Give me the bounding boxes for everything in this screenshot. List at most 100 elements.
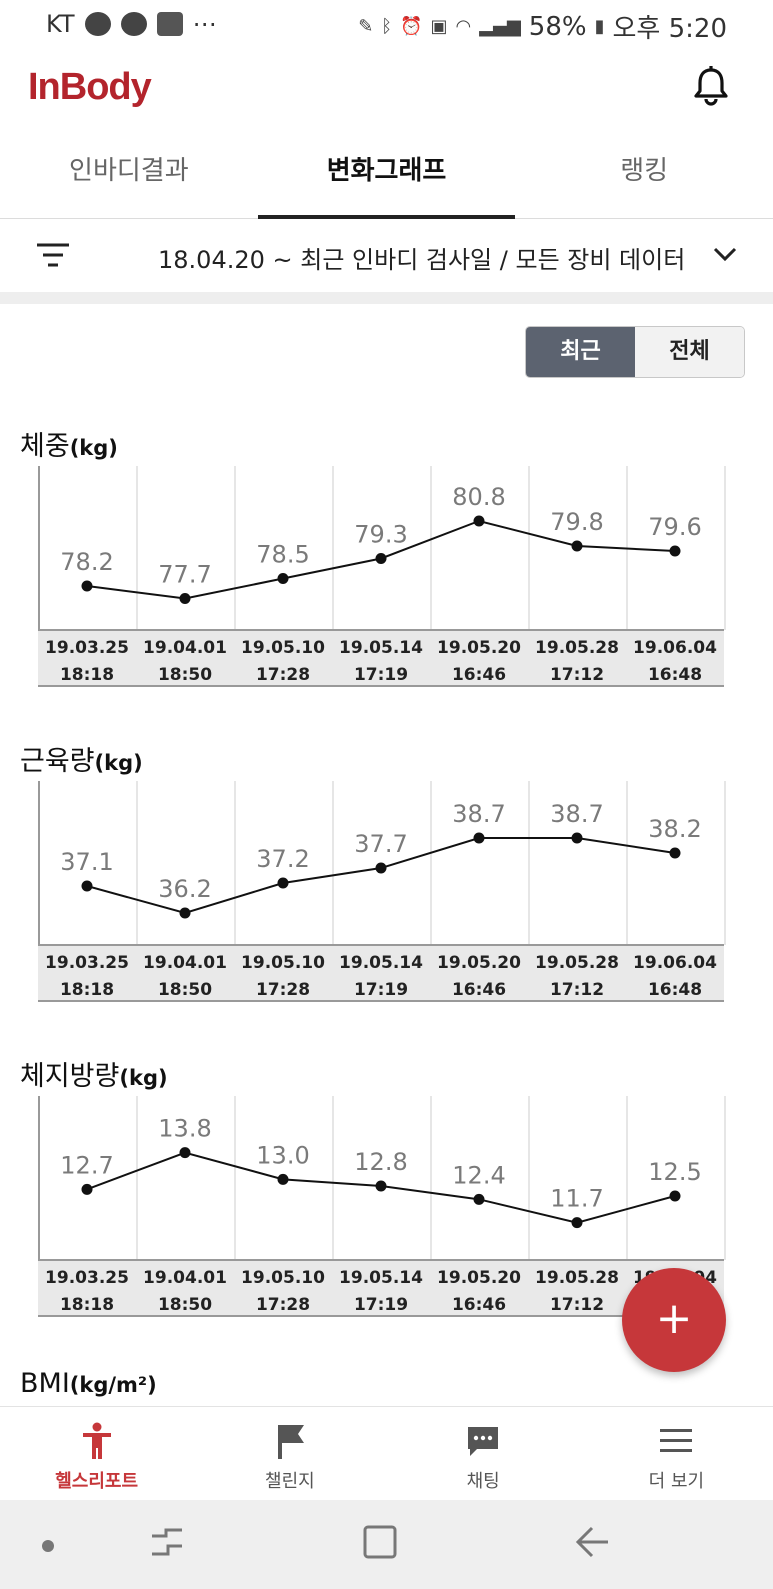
- battery-icon: ▮: [594, 16, 605, 37]
- add-fab-button[interactable]: +: [622, 1268, 726, 1372]
- tab-change-graph[interactable]: 변화그래프: [257, 128, 516, 219]
- data-point: [375, 553, 387, 564]
- nav-more[interactable]: 더 보기: [580, 1407, 773, 1501]
- x-tick-time: 17:28: [256, 1295, 310, 1315]
- system-dot-icon[interactable]: [42, 1540, 54, 1552]
- x-tick-date: 19.05.28: [535, 638, 619, 658]
- message-icon: [156, 12, 183, 36]
- nav-chat[interactable]: 채팅: [387, 1407, 580, 1501]
- x-tick-time: 16:46: [452, 665, 506, 685]
- nav-health-report[interactable]: 헬스리포트: [0, 1407, 193, 1501]
- data-label: 78.2: [60, 548, 113, 576]
- tab-inbody-result[interactable]: 인바디결과: [69, 156, 189, 186]
- data-point: [179, 593, 191, 604]
- data-point: [669, 545, 681, 557]
- chat-icon: [468, 1427, 499, 1456]
- chart-title-text: 체중: [20, 431, 70, 462]
- x-tick-time: 17:19: [354, 1295, 408, 1315]
- chart-unit: (kg): [119, 1066, 168, 1090]
- tab-bar: 인바디결과 변화그래프 랭킹: [0, 128, 773, 219]
- bell-icon[interactable]: [689, 64, 733, 108]
- x-tick-time: 17:12: [550, 665, 604, 685]
- data-point: [179, 1147, 191, 1159]
- x-tick-date: 19.05.20: [437, 953, 521, 973]
- x-tick-time: 16:46: [452, 980, 506, 1000]
- weight-chart: 19.03.25 18:18 19.04.01 18:50 19.05.10 17:28 1…: [38, 466, 734, 688]
- nav-label: 더 보기: [648, 1471, 705, 1492]
- chart-title-text: 근육량: [20, 746, 95, 777]
- data-label: 36.2: [158, 875, 211, 903]
- x-tick-time: 17:19: [354, 980, 408, 1000]
- x-tick-date: 19.05.28: [535, 953, 619, 973]
- home-icon[interactable]: [360, 1522, 400, 1562]
- data-label: 37.1: [60, 848, 113, 876]
- system-nav-bar: [0, 1500, 773, 1589]
- x-tick-date: 19.05.14: [339, 638, 423, 658]
- toggle-all-button[interactable]: 전체: [635, 327, 744, 377]
- clock: 오후 5:20: [612, 14, 728, 44]
- status-bar: KT ⋯ ✎ ᛒ ⏰ ▣ ◠ ▂▄▆ 58% ▮ 오후 5:20: [0, 0, 773, 48]
- bluetooth-icon: ᛒ: [381, 16, 393, 37]
- inbody-logo: InBody: [28, 66, 152, 108]
- chart-title-muscle: 근육량(kg): [20, 739, 143, 778]
- data-point: [81, 1183, 93, 1195]
- nav-challenge[interactable]: 챌린지: [193, 1407, 386, 1501]
- x-tick-date: 19.05.20: [437, 1268, 521, 1288]
- date-band: [38, 630, 724, 686]
- x-tick-date: 19.05.10: [241, 953, 325, 973]
- chart-unit: (kg): [69, 436, 118, 460]
- chart-title-text: 체지방량: [20, 1061, 120, 1092]
- x-tick-time: 18:50: [158, 665, 212, 685]
- x-tick-date: 19.03.25: [45, 953, 129, 973]
- x-tick-time: 17:12: [550, 980, 604, 1000]
- filter-summary[interactable]: 18.04.20 ~ 최근 인바디 검사일 / 모든 장비 데이터: [158, 246, 686, 274]
- data-label: 12.4: [452, 1161, 505, 1189]
- talk-icon: [120, 12, 147, 36]
- data-point: [179, 907, 191, 919]
- data-label: 80.8: [452, 483, 505, 511]
- data-point: [473, 1193, 485, 1205]
- x-tick-date: 19.06.04: [633, 638, 717, 658]
- data-point: [571, 832, 583, 844]
- status-left: KT ⋯: [46, 10, 217, 38]
- muscle-chart: 19.03.25 18:18 19.04.01 18:50 19.05.10 17:28 1…: [38, 781, 734, 1003]
- x-tick-time: 16:46: [452, 1295, 506, 1315]
- x-tick-date: 19.04.01: [143, 953, 227, 973]
- chart-unit: (kg/m²): [69, 1373, 157, 1397]
- chevron-down-icon[interactable]: [711, 240, 739, 268]
- filter-row[interactable]: 18.04.20 ~ 최근 인바디 검사일 / 모든 장비 데이터: [0, 218, 773, 292]
- tab-ranking[interactable]: 랭킹: [620, 156, 669, 186]
- x-tick-time: 16:48: [648, 980, 702, 1000]
- chart-title-text: BMI: [20, 1368, 70, 1399]
- back-icon[interactable]: [572, 1522, 612, 1562]
- x-tick-date: 19.03.25: [45, 638, 129, 658]
- pen-icon: ✎: [358, 16, 374, 37]
- bodyfat-chart-svg: 19.03.25 18:18 19.04.01 18:50 19.05.10 17:28 1…: [38, 1096, 726, 1317]
- date-band: [38, 1260, 724, 1316]
- weight-chart-svg: 19.03.25 18:18 19.04.01 18:50 19.05.10 17:28 1…: [38, 466, 726, 687]
- data-point: [669, 1190, 681, 1202]
- filter-icon[interactable]: [36, 242, 70, 268]
- x-tick-date: 19.06.04: [633, 953, 717, 973]
- date-band: [38, 945, 724, 1001]
- data-label: 38.7: [452, 800, 505, 828]
- toggle-recent-button[interactable]: 최근: [526, 327, 635, 377]
- chart-title-bmi: BMI(kg/m²): [20, 1368, 157, 1406]
- nav-label: 채팅: [466, 1471, 500, 1492]
- data-label: 13.0: [256, 1141, 309, 1169]
- status-right: ✎ ᛒ ⏰ ▣ ◠ ▂▄▆ 58% ▮ 오후 5:20: [358, 8, 727, 45]
- x-tick-date: 19.05.14: [339, 953, 423, 973]
- notification-icon: [84, 12, 111, 36]
- x-tick-time: 18:50: [158, 980, 212, 1000]
- range-toggle[interactable]: 최근 전체: [525, 326, 745, 378]
- data-point: [571, 540, 583, 552]
- x-tick-date: 19.03.25: [45, 1268, 129, 1288]
- wifi-icon: ◠: [455, 16, 472, 37]
- x-tick-date: 19.04.01: [143, 638, 227, 658]
- section-divider: [0, 292, 773, 304]
- data-label: 37.2: [256, 845, 309, 873]
- x-tick-date: 19.04.01: [143, 1268, 227, 1288]
- data-label: 79.3: [354, 521, 407, 549]
- recent-apps-icon[interactable]: [148, 1522, 188, 1562]
- data-point: [669, 847, 681, 859]
